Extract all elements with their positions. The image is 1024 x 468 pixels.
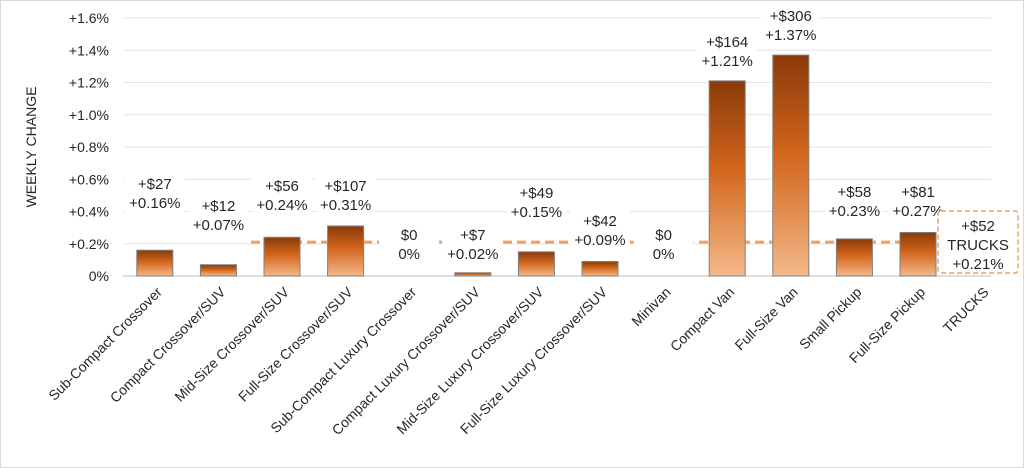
x-tick-label: Compact Crossover/SUV	[107, 283, 229, 405]
bar	[581, 260, 619, 277]
y-tick-label: +0.2%	[69, 236, 109, 252]
data-label-percent: +0.31%	[320, 197, 371, 214]
data-label-percent: 0%	[653, 246, 675, 263]
reference-label: TRUCKS	[947, 237, 1009, 254]
y-tick-label: +0.6%	[69, 171, 109, 187]
data-label-percent: +0.07%	[193, 217, 244, 234]
data-label-dollar: +$27	[138, 176, 172, 193]
x-tick-label: TRUCKS	[940, 284, 992, 336]
data-label-dollar: +$58	[838, 184, 872, 201]
x-tick-label: Full-Size Crossover/SUV	[235, 283, 356, 404]
data-label-dollar: +$81	[901, 184, 935, 201]
x-tick-label: Compact Van	[667, 284, 738, 355]
data-label-percent: +0.24%	[256, 197, 307, 214]
x-tick-label: Sub-Compact Crossover	[45, 284, 165, 404]
data-label-percent: +1.37%	[765, 27, 816, 44]
bar	[327, 225, 365, 277]
data-label-bg	[824, 180, 885, 222]
data-label-bg	[379, 223, 440, 265]
y-tick-label: +1.0%	[69, 107, 109, 123]
y-tick-label: +1.6%	[69, 10, 109, 26]
data-label-percent: +0.16%	[129, 195, 180, 212]
bar	[263, 236, 301, 277]
data-label-bg	[506, 181, 567, 223]
y-tick-label: 0%	[89, 268, 109, 284]
reference-label-box	[937, 210, 1019, 274]
data-label-dollar: $0	[655, 227, 672, 244]
y-tick-label: +0.8%	[69, 139, 109, 155]
x-tick-label: Minivan	[628, 284, 673, 329]
data-label-percent: +0.09%	[574, 232, 625, 249]
data-label-percent: 0%	[398, 246, 420, 263]
bar	[772, 54, 810, 277]
data-label-bg	[315, 174, 376, 216]
data-label-percent: +1.21%	[702, 53, 753, 70]
data-label-percent: +0.27%	[892, 203, 943, 220]
reference-label: +0.21%	[952, 256, 1003, 273]
data-label-bg	[442, 223, 503, 265]
x-tick-label: Full-Size Van	[731, 284, 800, 353]
data-label-dollar: +$49	[520, 185, 554, 202]
data-label-percent: +0.02%	[447, 246, 498, 263]
bar	[835, 238, 873, 277]
x-tick-label: Mid-Size Crossover/SUV	[171, 283, 292, 404]
data-label-bg	[188, 194, 249, 236]
data-label-bg	[697, 30, 758, 72]
bar	[199, 264, 237, 277]
bar	[899, 231, 937, 277]
x-tick-label: Small Pickup	[796, 284, 865, 353]
data-label-dollar: +$56	[265, 178, 299, 195]
y-axis-title: WEEKLY CHANGE	[23, 87, 39, 208]
bar	[708, 80, 746, 277]
data-label-bg	[760, 4, 821, 46]
data-label-percent: +0.23%	[829, 203, 880, 220]
y-tick-label: +0.4%	[69, 204, 109, 220]
reference-label: +$52	[961, 218, 995, 235]
data-label-bg	[633, 223, 694, 265]
bar	[517, 251, 555, 277]
y-tick-label: +1.2%	[69, 75, 109, 91]
data-label-bg	[124, 172, 185, 214]
data-label-dollar: +$42	[583, 213, 617, 230]
data-label-dollar: +$12	[202, 198, 236, 215]
data-label-bg	[252, 174, 312, 216]
data-label-dollar: +$306	[770, 8, 812, 25]
y-tick-label: +1.4%	[69, 42, 109, 58]
bar	[454, 272, 492, 277]
data-label-bg	[570, 209, 630, 251]
data-label-dollar: +$164	[706, 34, 748, 51]
bar	[136, 249, 174, 277]
data-label-percent: +0.15%	[511, 204, 562, 221]
data-label-dollar: +$7	[460, 227, 485, 244]
data-label-dollar: $0	[401, 227, 418, 244]
data-label-dollar: +$107	[325, 178, 367, 195]
